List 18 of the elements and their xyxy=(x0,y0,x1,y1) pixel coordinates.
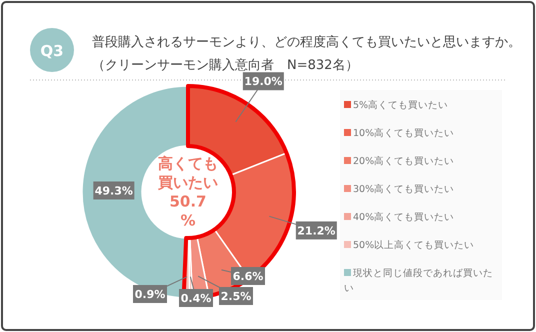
data-label: 49.3% xyxy=(94,184,133,198)
legend-label: 現状と同じ値段であれば買いたい xyxy=(344,268,493,294)
legend-label: 50%以上高くても買いたい xyxy=(353,240,474,251)
legend-label: 5%高くても買いたい xyxy=(353,100,448,111)
legend-label: 40%高くても買いたい xyxy=(353,212,454,223)
text: Q3 xyxy=(40,42,64,60)
data-label: 21.2% xyxy=(297,224,336,238)
data-label: 19.0% xyxy=(244,75,282,88)
data-label: 2.5% xyxy=(220,290,252,303)
data-label: 0.4% xyxy=(180,292,212,305)
text: 高くても買いたい 50.7% xyxy=(157,154,218,230)
data-label: 6.6% xyxy=(232,270,264,283)
data-label: 0.9% xyxy=(134,288,166,301)
chart-subtitle: （クリーンサーモン購入意向者 N=832名） xyxy=(92,58,358,73)
legend-label: 10%高くても買いたい xyxy=(353,128,454,139)
legend-label: 30%高くても買いたい xyxy=(353,184,454,195)
legend-label: 20%高くても買いたい xyxy=(353,156,454,167)
chart-title: 普段購入されるサーモンより、どの程度高くても買いたいと思いますか。 xyxy=(92,34,521,50)
